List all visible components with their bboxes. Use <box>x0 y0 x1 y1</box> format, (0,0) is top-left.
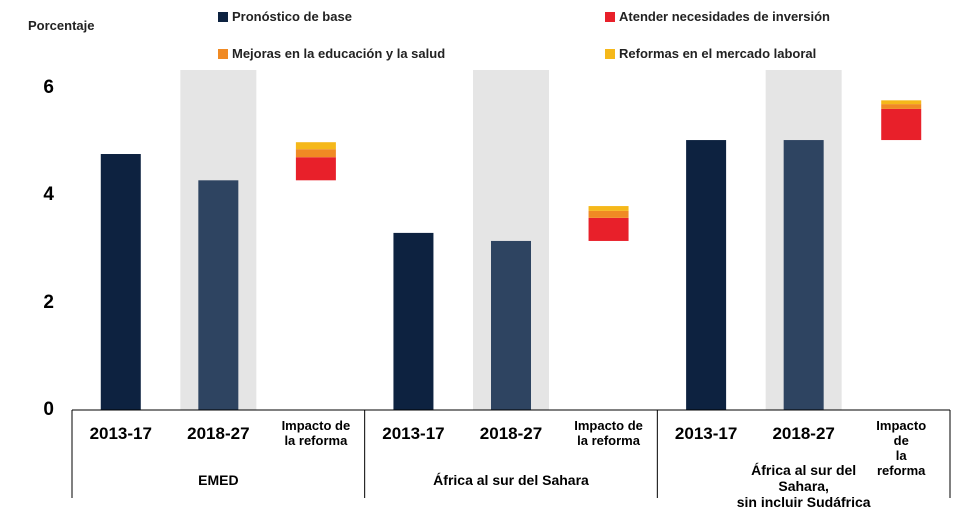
y-axis-label: Porcentaje <box>28 18 95 33</box>
bar-segment <box>686 140 727 410</box>
legend-item: Mejoras en la educación y la salud <box>218 46 445 61</box>
x-tick-label: 2013-17 <box>674 424 738 443</box>
y-tick-label: 6 <box>43 77 54 98</box>
legend-label: Pronóstico de base <box>232 9 352 24</box>
group-label: África al sur del Sahara, sin incluir Su… <box>736 462 871 510</box>
legend-item: Reformas en el mercado laboral <box>605 46 816 61</box>
legend-label: Mejoras en la educación y la salud <box>232 46 446 61</box>
legend-swatch <box>605 48 615 59</box>
x-tick-label: 2013-17 <box>89 424 152 443</box>
legend-item: Pronóstico de base <box>218 9 352 24</box>
y-tick-label: 0 <box>43 399 54 420</box>
bar-segment <box>100 154 141 410</box>
bar-segment <box>588 210 629 218</box>
bar-segment <box>393 232 434 410</box>
x-tick-label: Impacto de la reforma <box>281 418 351 448</box>
bar-segment <box>295 149 336 158</box>
x-tick-label: 2018-27 <box>772 424 835 443</box>
bar-segment <box>295 157 336 181</box>
x-tick-label: 2018-27 <box>479 424 543 443</box>
bar-segment <box>295 142 336 150</box>
bar-segment <box>198 180 239 410</box>
x-tick-label: Impacto de la reforma <box>574 418 643 448</box>
x-tick-label: 2013-17 <box>382 424 445 443</box>
legend-swatch <box>218 11 228 22</box>
legend-label: Atender necesidades de inversión <box>619 9 830 24</box>
legend-label: Reformas en el mercado laboral <box>619 46 817 61</box>
bar-segment <box>491 240 531 410</box>
x-tick-label: 2018-27 <box>187 424 250 443</box>
bar-segment <box>881 108 922 141</box>
group-label: EMED <box>198 472 239 488</box>
bar-segment <box>783 140 824 410</box>
bar-segment <box>588 206 629 211</box>
y-tick-label: 4 <box>43 184 54 206</box>
bar-segment <box>881 104 922 109</box>
legend-item: Atender necesidades de inversión <box>605 9 830 24</box>
group-label: África al sur del Sahara <box>433 472 589 488</box>
bar-segment <box>881 100 922 105</box>
legend-swatch <box>218 48 228 59</box>
y-tick-label: 2 <box>43 291 54 313</box>
bar-segment <box>588 217 629 241</box>
x-tick-label: Impacto de la reforma <box>876 418 927 478</box>
legend-swatch <box>605 11 615 22</box>
